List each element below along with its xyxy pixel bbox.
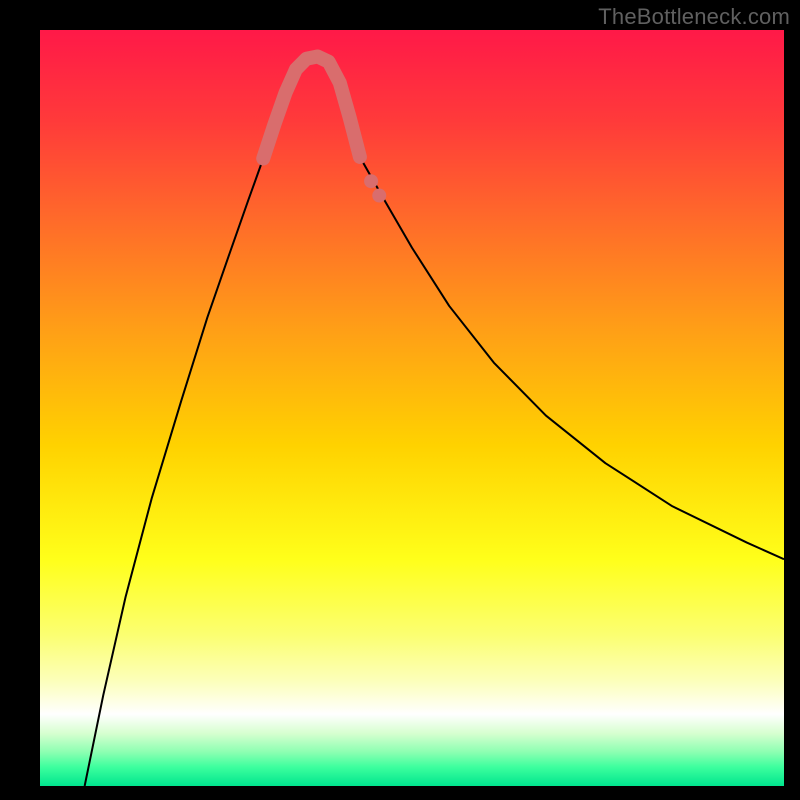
chart-plot-area [40,30,784,786]
chart-svg [40,30,784,786]
highlight-dot [364,174,378,188]
watermark-text: TheBottleneck.com [598,4,790,30]
highlight-dot [372,189,386,203]
gradient-background [40,30,784,786]
